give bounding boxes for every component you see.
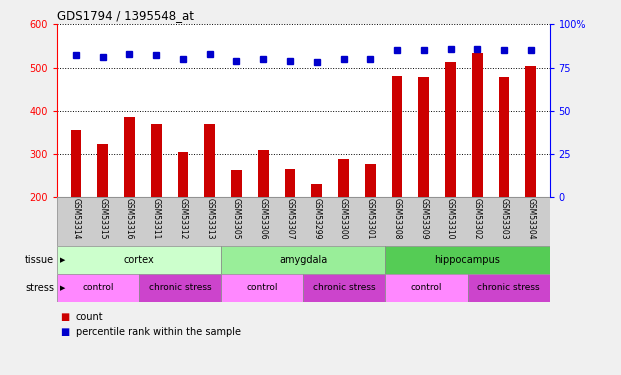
Text: GSM53314: GSM53314 [71,198,80,239]
Text: hippocampus: hippocampus [435,255,501,265]
Text: chronic stress: chronic stress [477,284,540,292]
Bar [303,274,386,302]
Bar [338,159,349,283]
Bar [365,164,376,283]
Text: ■: ■ [60,327,70,337]
Bar [57,274,139,302]
Text: ▶: ▶ [60,257,66,263]
Text: control: control [247,284,278,292]
Bar [178,153,188,283]
Text: chronic stress: chronic stress [313,284,376,292]
Text: GDS1794 / 1395548_at: GDS1794 / 1395548_at [57,9,194,22]
Text: chronic stress: chronic stress [149,284,212,292]
Text: tissue: tissue [25,255,54,265]
Text: GSM53306: GSM53306 [259,198,268,240]
Bar [284,169,296,283]
Bar [386,246,550,274]
Bar [151,124,161,283]
Text: cortex: cortex [124,255,155,265]
Text: ■: ■ [60,312,70,322]
Text: GSM53316: GSM53316 [125,198,134,239]
Text: GSM53301: GSM53301 [366,198,374,239]
Text: GSM53303: GSM53303 [499,198,509,240]
Bar [139,274,221,302]
Text: amygdala: amygdala [279,255,327,265]
Text: GSM53304: GSM53304 [527,198,535,240]
Text: GSM53309: GSM53309 [419,198,428,240]
Text: percentile rank within the sample: percentile rank within the sample [76,327,241,337]
Text: GSM53311: GSM53311 [152,198,161,239]
Bar [386,274,468,302]
Bar [71,130,81,283]
Bar [204,124,215,283]
Bar [445,62,456,283]
Text: GSM53310: GSM53310 [446,198,455,239]
Bar [499,77,509,283]
Text: count: count [76,312,103,322]
Bar [311,184,322,283]
Text: ▶: ▶ [60,285,66,291]
Bar [124,117,135,283]
Text: control: control [83,284,114,292]
Bar [97,144,108,283]
Bar [525,66,536,283]
Bar [472,53,483,283]
Text: GSM53315: GSM53315 [98,198,107,239]
Text: GSM53305: GSM53305 [232,198,241,240]
Bar [231,170,242,283]
Text: GSM53300: GSM53300 [339,198,348,240]
Text: GSM53312: GSM53312 [178,198,188,239]
Bar [468,274,550,302]
Bar [221,246,386,274]
Bar [258,150,268,283]
Text: control: control [410,284,442,292]
Bar [57,246,221,274]
Bar [221,274,304,302]
Text: GSM53307: GSM53307 [286,198,294,240]
Bar [57,197,550,246]
Text: GSM53299: GSM53299 [312,198,321,239]
Bar [419,77,429,283]
Text: GSM53302: GSM53302 [473,198,482,239]
Text: stress: stress [25,283,54,293]
Text: GSM53313: GSM53313 [205,198,214,239]
Bar [392,76,402,283]
Text: GSM53308: GSM53308 [392,198,402,239]
